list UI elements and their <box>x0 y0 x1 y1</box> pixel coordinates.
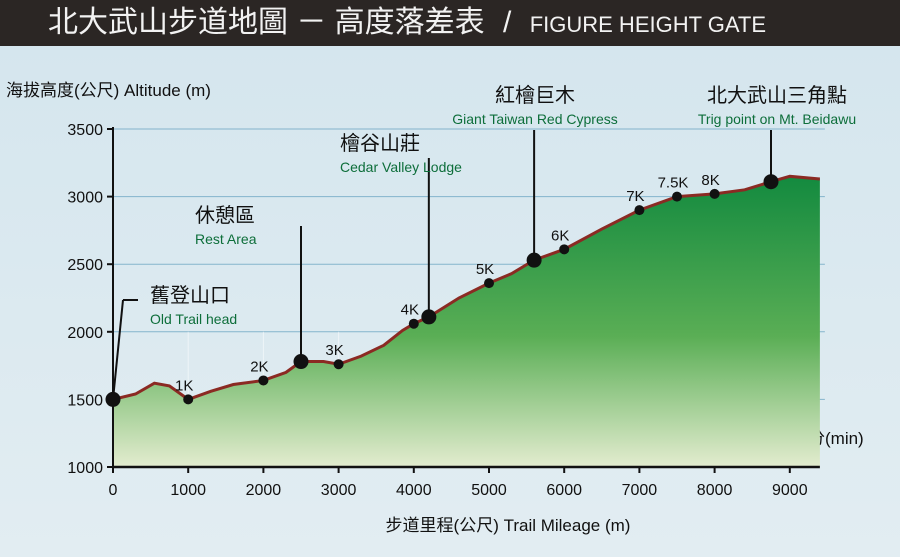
x-tick-label: 7000 <box>622 482 658 499</box>
title-separator: / <box>503 6 512 39</box>
km-marker-label: 4K <box>401 302 419 319</box>
km-marker-label: 8K <box>701 172 719 189</box>
time-unit-label: 分(min) <box>808 429 864 448</box>
x-tick-label: 4000 <box>396 482 432 499</box>
x-tick-label: 3000 <box>321 482 357 499</box>
km-marker-dot <box>484 278 494 289</box>
landmark-dot <box>421 309 437 325</box>
title-chinese: 北大武山步道地圖 － 高度落差表 <box>48 6 485 39</box>
km-marker-label: 5K <box>476 261 494 278</box>
x-tick-label: 9000 <box>772 482 808 499</box>
landmark-name-zh: 檜谷山莊 <box>340 132 420 155</box>
y-tick-label: 3500 <box>67 122 103 139</box>
km-marker-label: 7.5K <box>658 175 689 192</box>
y-tick-label: 2500 <box>67 257 103 274</box>
landmark-name-zh: 休憩區 <box>195 204 255 227</box>
title-english: FIGURE HEIGHT GATE <box>529 12 767 37</box>
elevation-line <box>112 174 821 402</box>
elevation-area <box>113 176 820 467</box>
y-axis-label: 海拔高度(公尺) Altitude (m) <box>6 81 211 100</box>
km-marker-dot <box>333 359 344 370</box>
landmark-name-zh: 紅檜巨木 <box>495 84 575 107</box>
x-tick-label: 6000 <box>546 482 582 499</box>
x-tick-label: 1000 <box>170 482 206 499</box>
km-marker-label: 3K <box>325 342 343 359</box>
landmark-dot <box>763 174 779 190</box>
km-marker-label: 6K <box>551 227 569 244</box>
landmark-name-en: Old Trail head <box>150 311 237 327</box>
landmark-name-en: Cedar Valley Lodge <box>340 159 462 175</box>
x-tick-label: 8000 <box>697 482 733 499</box>
landmark-name-en: Trig point on Mt. Beidawu <box>698 111 856 127</box>
km-marker-dot <box>559 244 570 255</box>
landmark-dot <box>105 391 121 407</box>
landmark-dot <box>293 354 309 370</box>
y-tick-label: 2000 <box>67 325 103 342</box>
x-tick-label: 2000 <box>246 482 282 499</box>
km-marker-dot <box>183 394 194 405</box>
y-tick-label: 1500 <box>67 392 103 409</box>
landmark-name-en: Giant Taiwan Red Cypress <box>452 111 617 127</box>
landmark-name-en: Rest Area <box>195 231 257 247</box>
km-marker-dot <box>709 188 720 199</box>
km-marker-label: 7K <box>626 188 644 205</box>
callout-line <box>112 299 124 400</box>
km-marker-label: 1K <box>175 377 193 394</box>
x-tick-label: 0 <box>109 482 118 499</box>
landmark-name-zh: 北大武山三角點 <box>707 84 847 107</box>
km-marker-dot <box>408 318 419 329</box>
title-banner: 北大武山步道地圖 － 高度落差表 / FIGURE HEIGHT GATE <box>0 0 900 46</box>
landmark-dot <box>526 252 542 268</box>
x-axis-label: 步道里程(公尺) Trail Mileage (m) <box>386 516 631 535</box>
km-marker-dot <box>258 375 269 386</box>
km-marker-dot <box>672 191 682 202</box>
landmark-name-zh: 舊登山口 <box>150 284 230 307</box>
x-tick-label: 5000 <box>471 482 507 499</box>
km-marker-label: 2K <box>250 358 268 375</box>
y-tick-label: 3000 <box>67 190 103 207</box>
y-tick-label: 1000 <box>67 460 103 477</box>
km-marker-dot <box>634 205 645 216</box>
